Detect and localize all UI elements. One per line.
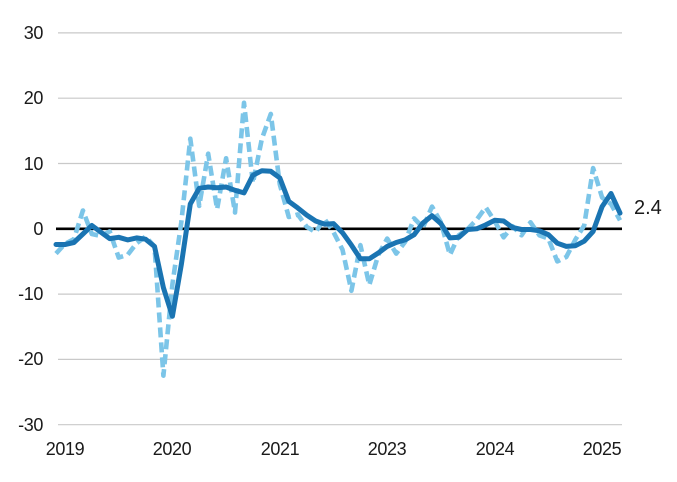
x-tick-label: 2021 <box>260 439 300 459</box>
x-tick-label: 2023 <box>367 439 407 459</box>
x-tick-label: 2019 <box>45 439 85 459</box>
y-tick-label: 20 <box>23 88 44 108</box>
y-tick-label: 0 <box>33 219 43 239</box>
x-tick-label: 2024 <box>475 439 515 459</box>
solid-dark-blue-path <box>53 168 623 319</box>
latest-value-label: 2.4 <box>634 197 662 219</box>
x-tick-label: 2020 <box>152 439 192 459</box>
y-tick-label: -10 <box>18 284 43 304</box>
x-tick-label: 2025 <box>582 439 622 459</box>
y-tick-label: -20 <box>18 349 43 369</box>
y-tick-label: -30 <box>18 415 43 435</box>
y-tick-label: 30 <box>23 23 44 43</box>
y-tick-label: 10 <box>23 154 44 174</box>
